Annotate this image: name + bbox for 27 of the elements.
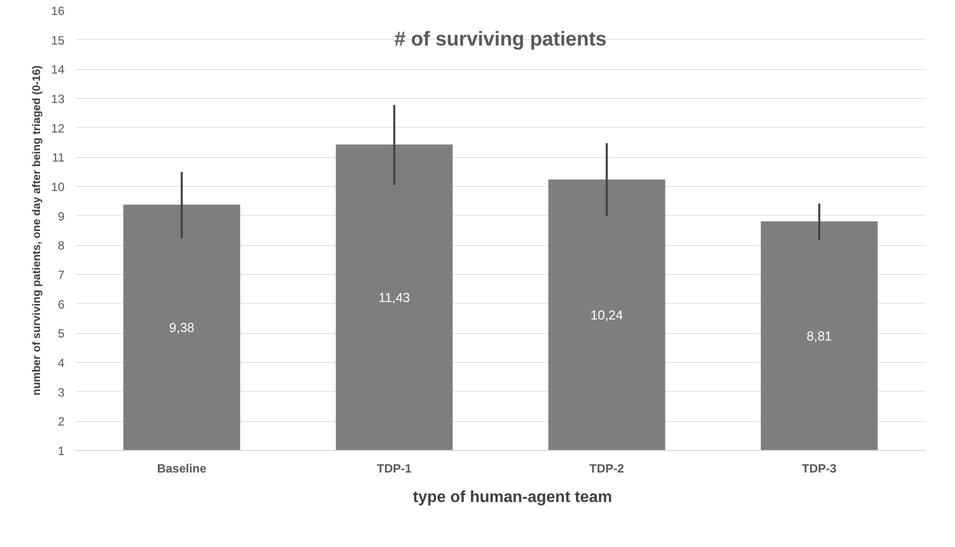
- y-tick-label: 5: [58, 326, 65, 341]
- y-tick-label: 3: [58, 385, 65, 400]
- y-tick-label: 11: [52, 150, 65, 165]
- text: type of human-agent team: [412, 489, 612, 507]
- y-tick-label: 16: [51, 4, 65, 18]
- x-tick-label: Baseline: [157, 462, 207, 476]
- text: # of surviving patients: [394, 28, 607, 50]
- y-tick-label: 2: [58, 414, 65, 429]
- y-tick-label: 4: [58, 356, 65, 370]
- y-tick-label: 1: [58, 444, 65, 458]
- y-tick-label: 10: [51, 180, 65, 194]
- x-tick-label: TDP-3: [802, 462, 837, 476]
- y-tick-label: 6: [58, 297, 65, 312]
- y-tick-label: 15: [51, 33, 65, 48]
- x-tick-label: TDP-2: [589, 462, 624, 476]
- y-tick-label: 9: [58, 209, 65, 224]
- y-tick-label: 14: [51, 62, 65, 77]
- y-tick-label: 12: [51, 121, 65, 136]
- y-tick-label: 8: [58, 238, 65, 253]
- data-label: 9,38: [169, 320, 194, 336]
- data-label: 10,24: [590, 307, 624, 322]
- x-tick-label: TDP-1: [376, 462, 412, 476]
- y-tick-label: 7: [58, 268, 65, 282]
- data-label: 11,43: [378, 290, 410, 306]
- data-label: 8,81: [806, 328, 832, 344]
- y-tick-label: 13: [51, 92, 65, 106]
- y-axis-title: number of surviving patients, one day after being triaged (0-16): [31, 65, 44, 396]
